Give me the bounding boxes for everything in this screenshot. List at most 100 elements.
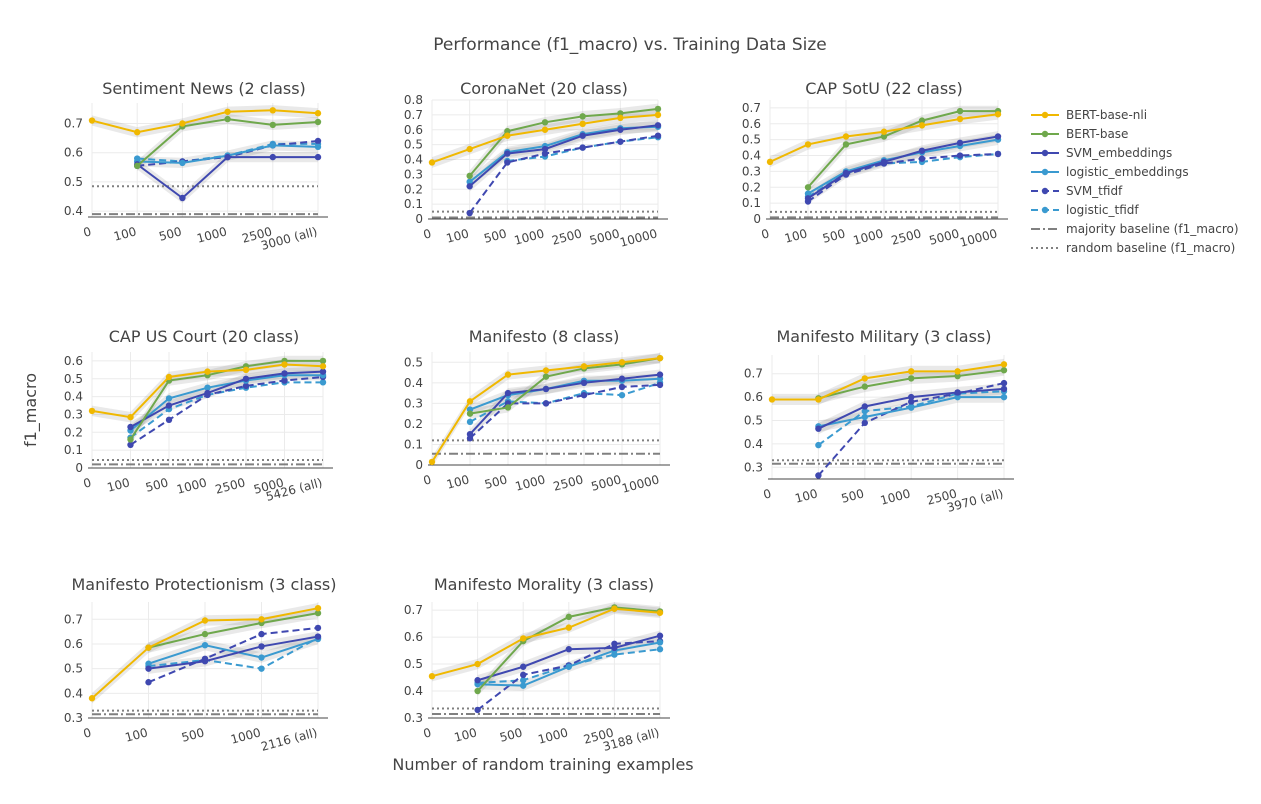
series-line-svm_emb (130, 370, 324, 428)
legend-item-log_tfidf[interactable]: logistic_tfidf (1031, 203, 1139, 217)
y-tick-label: 0.7 (404, 108, 423, 122)
data-point-svm_emb (281, 370, 288, 377)
legend-label: logistic_embeddings (1066, 165, 1189, 179)
x-tick-label: 500 (498, 725, 524, 744)
y-tick-label: 0.3 (404, 711, 423, 725)
data-point-bert_nli (258, 616, 265, 623)
data-point-log_emb (145, 660, 152, 667)
legend-label: random baseline (f1_macro) (1066, 241, 1235, 255)
data-point-svm_emb (201, 658, 209, 665)
data-point-bert (319, 357, 327, 365)
data-point-bert_nli (804, 141, 812, 148)
x-tick-label: 0 (82, 224, 93, 240)
data-point-svm_tfidf (474, 706, 481, 714)
data-point-bert (579, 113, 586, 120)
data-point-bert_nli (428, 159, 436, 166)
data-point-svm_tfidf (617, 138, 624, 145)
x-tick-label: 10000 (618, 226, 659, 249)
x-tick-label: 500 (144, 475, 170, 494)
data-point-log_tfidf (618, 391, 626, 399)
legend-marker (1041, 111, 1049, 119)
series-line-svm_emb (469, 373, 661, 435)
y-tick-label: 0.2 (742, 180, 761, 194)
data-point-bert_nli (242, 366, 250, 374)
subplot-2: CAP SotU (22 class) 0 0.1 0.2 0.30.4 0.5 0.6 0.… (742, 79, 1008, 250)
data-point-bert (1000, 367, 1008, 374)
data-point-bert_nli (466, 398, 474, 405)
data-point-bert_nli (179, 120, 186, 127)
data-point-bert_nli (541, 126, 549, 133)
data-point-bert_nli (88, 407, 96, 415)
x-tick-label: 1000 (513, 226, 546, 247)
legend-item-bert[interactable]: BERT-base (1031, 127, 1128, 141)
data-point-svm_emb (541, 145, 549, 153)
legend-item-random[interactable]: random baseline (f1_macro) (1031, 241, 1235, 255)
data-point-bert (654, 105, 662, 113)
data-point-bert (504, 404, 512, 411)
y-tick-label: 0.3 (404, 396, 423, 410)
y-tick-label: 0 (415, 458, 423, 472)
subplot-1: CoronaNet (20 class)00.10.20.30.40.50.60… (404, 79, 668, 250)
legend-item-bert_nli[interactable]: BERT-base-nli (1031, 108, 1147, 122)
data-point-bert (504, 128, 511, 135)
legend-marker (1041, 187, 1049, 195)
y-tick-label: 0.8 (404, 93, 423, 107)
x-tick-label: 10000 (958, 226, 999, 249)
legend-item-svm_tfidf[interactable]: SVM_tfidf (1031, 184, 1123, 198)
data-point-bert_nli (269, 107, 276, 114)
data-point-log_tfidf (815, 441, 822, 449)
data-point-log_emb (165, 395, 173, 402)
x-tick-label: 500 (482, 226, 508, 245)
series-line-log_tfidf (469, 381, 661, 423)
data-point-bert (908, 375, 915, 382)
x-tick-label: 1000 (175, 475, 208, 496)
y-tick-label: 0.6 (404, 630, 423, 644)
data-point-svm_emb (994, 133, 1002, 140)
legend-item-majority[interactable]: majority baseline (f1_macro) (1031, 222, 1239, 236)
data-point-svm_tfidf (165, 416, 173, 424)
data-point-bert_nli (954, 368, 961, 375)
data-point-bert_nli (428, 672, 436, 680)
data-point-log_emb (314, 143, 322, 151)
data-point-svm_emb (580, 379, 588, 387)
y-tick-label: 0.6 (742, 117, 761, 131)
data-point-bert_nli (88, 695, 96, 702)
data-point-svm_emb (466, 430, 474, 438)
data-point-bert_nli (994, 111, 1002, 118)
y-tick-label: 0.1 (404, 437, 423, 451)
legend-label: BERT-base-nli (1066, 108, 1147, 122)
data-point-svm_tfidf (656, 381, 664, 389)
data-point-svm_tfidf (994, 150, 1002, 158)
data-point-bert (269, 121, 276, 129)
data-point-bert_nli (314, 604, 322, 612)
y-tick-label: 0.5 (404, 657, 423, 671)
data-point-log_tfidf (861, 407, 868, 415)
confidence-band (808, 105, 998, 193)
confidence-band (808, 131, 998, 204)
data-point-svm_emb (918, 147, 926, 154)
series-line-svm_tfidf (129, 375, 324, 446)
data-point-svm_emb (656, 632, 664, 639)
data-point-svm_emb (127, 423, 134, 431)
series-line-svm_tfidf (807, 152, 999, 203)
y-tick-label: 0.4 (64, 204, 83, 218)
confidence-band (432, 109, 658, 168)
legend-item-log_emb[interactable]: logistic_embeddings (1031, 165, 1189, 179)
subplot-title: CAP SotU (22 class) (805, 79, 963, 98)
y-tick-label: 0.4 (64, 390, 83, 404)
data-point-svm_tfidf (466, 209, 473, 217)
data-point-bert_nli (956, 115, 964, 123)
x-tick-label: 100 (445, 472, 471, 491)
y-tick-label: 0.6 (404, 123, 423, 137)
data-point-svm_emb (242, 375, 250, 382)
confidence-band (770, 108, 998, 168)
data-point-svm_emb (908, 393, 915, 401)
y-tick-label: 0.5 (404, 138, 423, 152)
confidence-band (130, 355, 323, 445)
data-point-bert_nli (617, 114, 624, 122)
confidence-band (470, 353, 660, 419)
data-point-svm_emb (520, 663, 527, 670)
subplot-3: CAP US Court (20 class) 0 0.1 0.2 0.3 0.4 0.5 0… (64, 327, 333, 504)
x-tick-label: 100 (106, 475, 132, 494)
legend-item-svm_emb[interactable]: SVM_embeddings (1031, 146, 1172, 160)
